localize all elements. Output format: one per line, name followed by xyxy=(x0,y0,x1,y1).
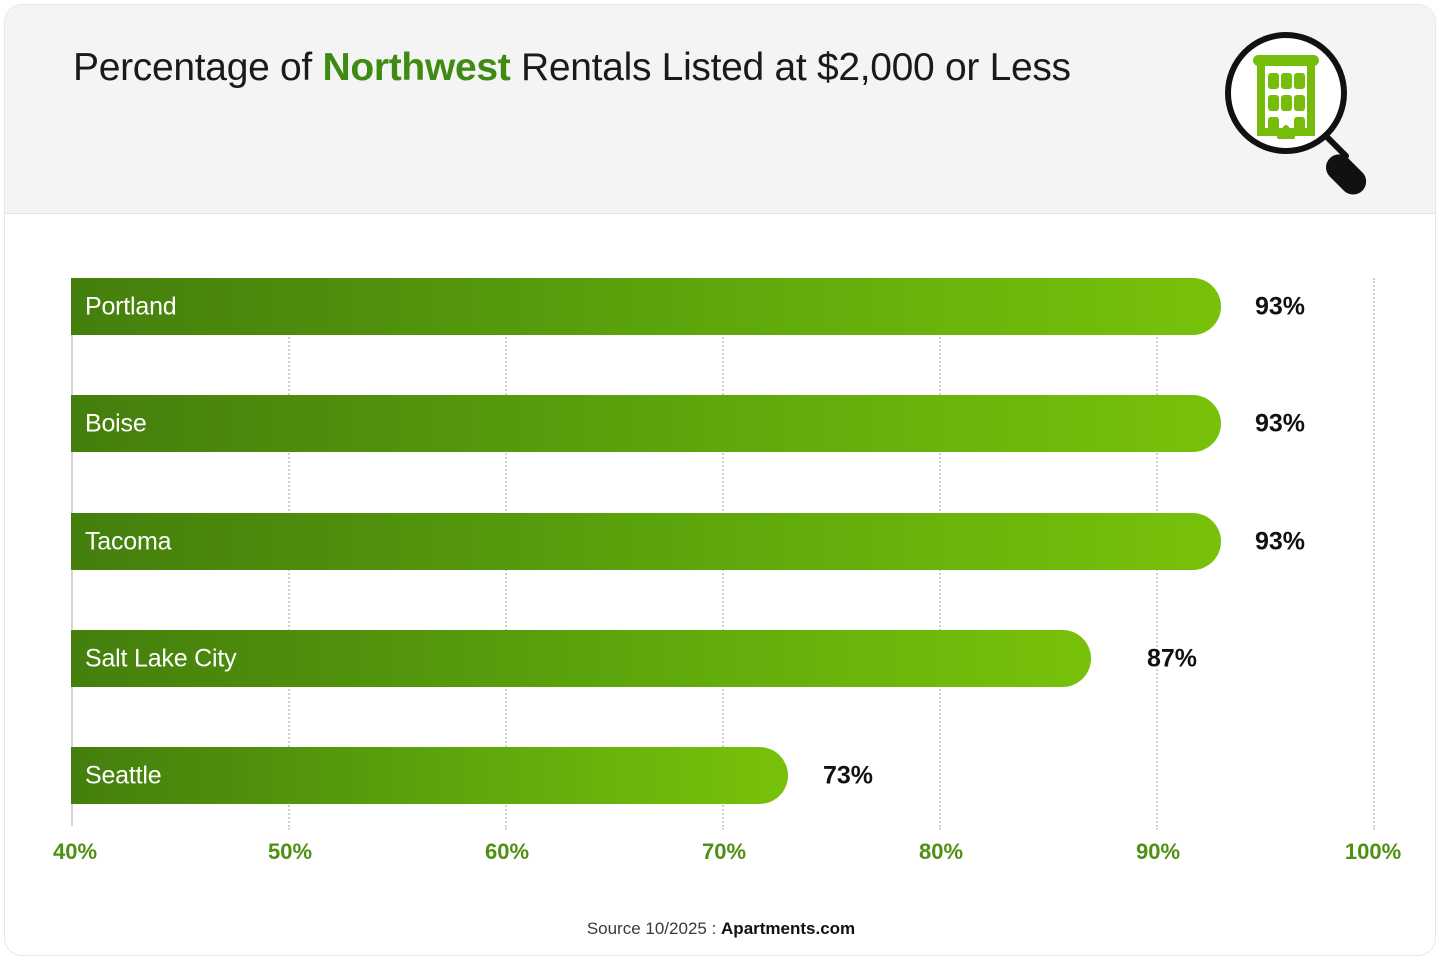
bar-tacoma[interactable] xyxy=(71,513,1221,570)
bar-boise[interactable] xyxy=(71,395,1221,452)
source-note: Source 10/2025 : Apartments.com xyxy=(5,919,1435,939)
xtick-70: 70% xyxy=(701,839,747,864)
bar-value-portland: 93% xyxy=(1255,292,1306,320)
title-text-part2: Rentals Listed at $2,000 or Less xyxy=(510,46,1071,89)
xtick-100: 100% xyxy=(1344,839,1402,864)
source-prefix: Source 10/2025 : xyxy=(586,919,722,938)
xtick-40: 40% xyxy=(53,839,98,864)
gridline-100 xyxy=(1373,278,1375,830)
bar-label-tacoma: Tacoma xyxy=(85,527,172,555)
source-name: Apartments.com xyxy=(721,919,856,938)
title-highlight-northwest: Northwest xyxy=(322,46,511,89)
bar-label-seattle: Seattle xyxy=(85,761,162,789)
xtick-50: 50% xyxy=(267,839,313,864)
bar-label-boise: Boise xyxy=(85,409,147,437)
xtick-80: 80% xyxy=(918,839,964,864)
header-band: Percentage of Northwest Rentals Listed a… xyxy=(5,5,1435,214)
bar-portland[interactable] xyxy=(71,278,1221,335)
title-text-part1: Percentage of xyxy=(73,46,323,89)
bar-value-boise: 93% xyxy=(1255,409,1306,437)
xtick-90: 90% xyxy=(1135,839,1181,864)
xtick-60: 60% xyxy=(484,839,530,864)
bar-label-portland: Portland xyxy=(85,292,177,320)
page-title: Percentage of Northwest Rentals Listed a… xyxy=(73,41,1073,95)
bar-value-tacoma: 93% xyxy=(1255,527,1306,555)
bar-label-salt-lake-city: Salt Lake City xyxy=(85,644,237,672)
bar-chart: Portland 93% Boise 93% Tacoma 93% Salt L… xyxy=(5,214,1435,955)
bar-salt-lake-city[interactable] xyxy=(71,630,1091,687)
bar-value-salt-lake-city: 87% xyxy=(1147,644,1198,672)
magnifying-glass-apartment-building-icon xyxy=(1221,25,1391,197)
bar-value-seattle: 73% xyxy=(823,761,874,789)
bar-seattle[interactable] xyxy=(71,747,788,804)
infographic-card: Percentage of Northwest Rentals Listed a… xyxy=(4,4,1436,956)
